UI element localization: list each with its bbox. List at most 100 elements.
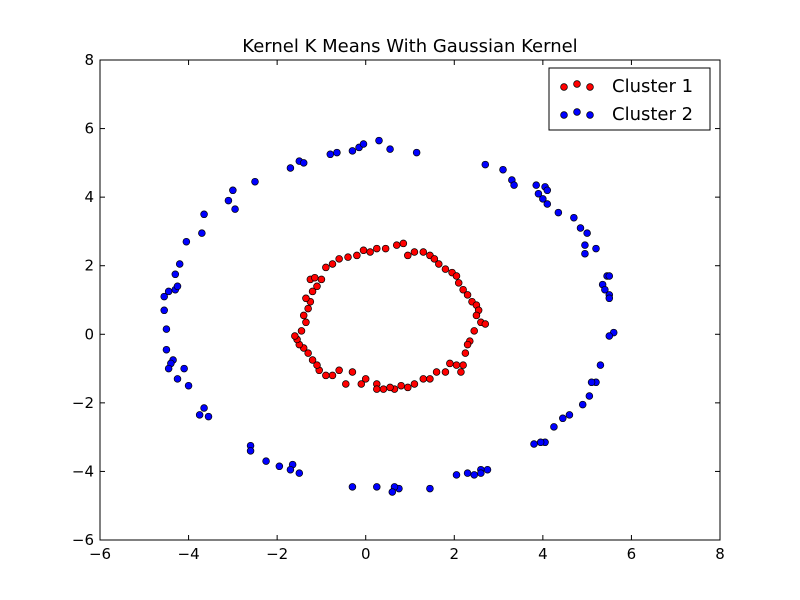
legend-marker-cluster-1 — [573, 80, 581, 88]
data-point-cluster-2 — [463, 469, 472, 477]
data-point-cluster-2 — [426, 484, 434, 493]
data-point-cluster-1 — [392, 241, 401, 249]
legend-label-cluster-2: Cluster 2 — [612, 104, 693, 125]
data-point-cluster-2 — [164, 287, 173, 296]
data-point-cluster-2 — [412, 148, 421, 157]
data-point-cluster-2 — [375, 136, 383, 145]
data-point-cluster-1 — [463, 291, 472, 299]
data-point-cluster-2 — [162, 325, 171, 333]
data-point-cluster-2 — [180, 364, 188, 373]
data-point-cluster-1 — [452, 361, 461, 369]
data-point-cluster-1 — [308, 287, 317, 296]
data-point-cluster-2 — [173, 282, 182, 291]
data-point-cluster-2 — [348, 483, 357, 491]
data-point-cluster-1 — [304, 349, 312, 357]
data-point-cluster-2 — [534, 189, 543, 198]
data-point-cluster-1 — [361, 375, 370, 383]
y-tick-label: 4 — [84, 188, 94, 206]
legend-label-cluster-1: Cluster 1 — [612, 76, 693, 97]
data-point-cluster-2 — [565, 411, 574, 419]
y-tick-label: 8 — [84, 51, 94, 69]
data-point-cluster-2 — [160, 306, 168, 315]
data-point-cluster-2 — [585, 392, 594, 400]
data-point-cluster-1 — [357, 380, 366, 388]
data-point-cluster-2 — [246, 447, 255, 455]
y-tick-label: 0 — [84, 325, 94, 343]
data-point-cluster-2 — [251, 177, 259, 186]
data-point-cluster-1 — [457, 368, 465, 376]
data-point-cluster-1 — [419, 248, 428, 256]
data-point-cluster-1 — [366, 248, 374, 256]
data-point-cluster-1 — [446, 359, 454, 368]
data-point-cluster-2 — [543, 186, 552, 195]
legend-box — [548, 67, 711, 131]
data-point-cluster-2 — [373, 483, 381, 491]
x-tick-label: −4 — [178, 545, 200, 563]
data-point-cluster-2 — [286, 465, 295, 474]
data-point-cluster-2 — [581, 249, 589, 258]
data-point-cluster-1 — [348, 368, 357, 376]
data-point-cluster-2 — [532, 181, 540, 189]
x-tick-label: −6 — [89, 545, 111, 563]
data-point-cluster-1 — [328, 260, 337, 268]
data-point-cluster-2 — [229, 186, 237, 195]
data-point-cluster-2 — [452, 471, 461, 479]
data-point-cluster-1 — [302, 294, 310, 303]
data-point-cluster-2 — [204, 412, 213, 421]
data-point-cluster-2 — [198, 229, 206, 237]
data-point-cluster-1 — [452, 272, 461, 280]
legend-marker-cluster-2 — [573, 108, 581, 116]
legend-marker-cluster-1 — [560, 83, 568, 91]
data-point-cluster-2 — [510, 181, 518, 189]
data-point-cluster-2 — [262, 457, 270, 465]
data-point-cluster-1 — [313, 361, 321, 369]
data-point-cluster-1 — [441, 265, 450, 273]
data-point-cluster-1 — [410, 380, 419, 388]
data-point-cluster-1 — [299, 311, 308, 320]
data-point-cluster-1 — [335, 255, 343, 263]
data-point-cluster-2 — [530, 440, 538, 448]
data-point-cluster-2 — [171, 270, 180, 279]
data-point-cluster-2 — [164, 364, 173, 373]
data-point-cluster-1 — [459, 361, 467, 369]
data-point-cluster-2 — [231, 205, 239, 213]
data-point-cluster-2 — [483, 465, 492, 474]
data-point-cluster-2 — [348, 147, 357, 155]
data-point-cluster-2 — [200, 210, 208, 219]
y-tick-label: −6 — [72, 531, 94, 549]
data-point-cluster-2 — [601, 285, 609, 294]
data-point-cluster-2 — [581, 241, 589, 249]
data-point-cluster-2 — [543, 200, 552, 208]
data-point-cluster-2 — [184, 381, 193, 390]
legend-marker-cluster-1 — [586, 83, 594, 91]
data-point-cluster-2 — [570, 213, 578, 222]
data-point-cluster-1 — [463, 340, 472, 349]
data-point-cluster-2 — [470, 471, 478, 479]
data-point-cluster-2 — [605, 272, 614, 280]
y-tick-label: 2 — [84, 257, 94, 275]
data-point-cluster-1 — [328, 371, 337, 380]
data-point-cluster-2 — [477, 469, 485, 477]
data-point-cluster-1 — [322, 263, 330, 272]
data-point-cluster-1 — [430, 255, 439, 263]
data-point-cluster-2 — [499, 165, 507, 174]
legend-marker-cluster-2 — [560, 111, 568, 119]
data-point-cluster-1 — [353, 251, 361, 260]
data-point-cluster-1 — [459, 285, 467, 294]
data-point-cluster-1 — [404, 251, 412, 260]
data-point-cluster-2 — [333, 148, 341, 157]
x-tick-label: −2 — [266, 545, 288, 563]
data-point-cluster-2 — [200, 404, 208, 412]
data-point-cluster-2 — [481, 160, 490, 169]
data-point-cluster-2 — [162, 345, 171, 354]
data-point-cluster-1 — [470, 327, 478, 335]
data-point-cluster-2 — [592, 244, 600, 253]
data-point-cluster-1 — [297, 327, 306, 335]
data-point-cluster-1 — [373, 244, 381, 253]
data-point-cluster-2 — [587, 378, 596, 387]
data-point-cluster-2 — [539, 195, 547, 203]
data-point-cluster-1 — [386, 383, 394, 392]
data-point-cluster-2 — [295, 469, 304, 477]
data-point-cluster-2 — [299, 159, 308, 167]
plot-area: −6 −4 −2 0 2 4 6 8 −6 −4 −2 0 2 4 6 8 Cluster 1 Cluster 2 — [72, 51, 725, 563]
